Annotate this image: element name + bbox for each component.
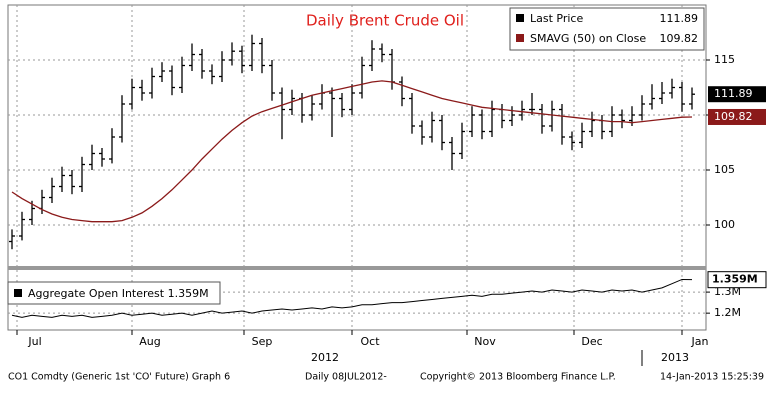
last-value-label: 1.359M	[712, 273, 758, 286]
legend-value: 109.82	[660, 32, 699, 45]
legend-box	[7, 281, 221, 305]
legend-label: Last Price	[530, 12, 583, 25]
y-tick-label: 1.2M	[714, 306, 741, 319]
year-label: 2013	[661, 351, 689, 364]
x-tick-label: Nov	[474, 335, 496, 348]
last-value-tag	[708, 86, 766, 103]
y-tick-label: 115	[714, 53, 735, 66]
legend-label: SMAVG (50) on Close	[530, 32, 646, 45]
legend-swatch	[516, 34, 524, 42]
legend-label: Aggregate Open Interest	[28, 287, 165, 300]
legend: Last Price 111.89 SMAVG (50) on Close 10…	[509, 7, 705, 51]
panel-divider	[8, 266, 706, 270]
legend-label: Aggregate Open Interest 1.359M	[28, 287, 209, 300]
last-value-tag	[708, 108, 766, 125]
y-tick-label: 105	[714, 163, 735, 176]
x-tick-label: Jan	[691, 335, 709, 348]
last-value-tag	[707, 271, 767, 289]
oi-line	[11, 278, 693, 318]
plot-frame	[7, 4, 707, 331]
legend-value: 111.89	[660, 12, 699, 25]
x-tick-label: Jul	[27, 335, 41, 348]
x-tick-label: Aug	[139, 335, 160, 348]
legend-swatch	[516, 14, 524, 22]
x-tick-label: Oct	[360, 335, 380, 348]
legend-box	[509, 7, 705, 51]
sma-line	[11, 80, 693, 223]
chart-title: Daily Brent Crude Oil	[306, 12, 464, 30]
year-label: 2012	[311, 351, 339, 364]
footer-copyright: Copyright© 2013 Bloomberg Finance L.P.	[420, 372, 616, 383]
y-tick-label: 100	[714, 218, 735, 231]
last-value-label: 109.82	[714, 110, 753, 123]
footer-security: CO1 Comdty (Generic 1st 'CO' Future) Gra…	[8, 372, 230, 383]
legend-swatch	[14, 289, 22, 297]
footer-timestamp: 14-Jan-2013 15:25:39	[660, 372, 764, 383]
footer-period: Daily 08JUL2012-	[305, 372, 387, 383]
x-tick-label: Sep	[252, 335, 273, 348]
last-value-label: 111.89	[714, 87, 753, 100]
oi-legend: Aggregate Open Interest 1.359M	[7, 281, 221, 305]
legend-value: 1.359M	[168, 287, 209, 300]
y-tick-label: 1.3M	[714, 285, 741, 298]
x-tick-label: Dec	[581, 335, 602, 348]
